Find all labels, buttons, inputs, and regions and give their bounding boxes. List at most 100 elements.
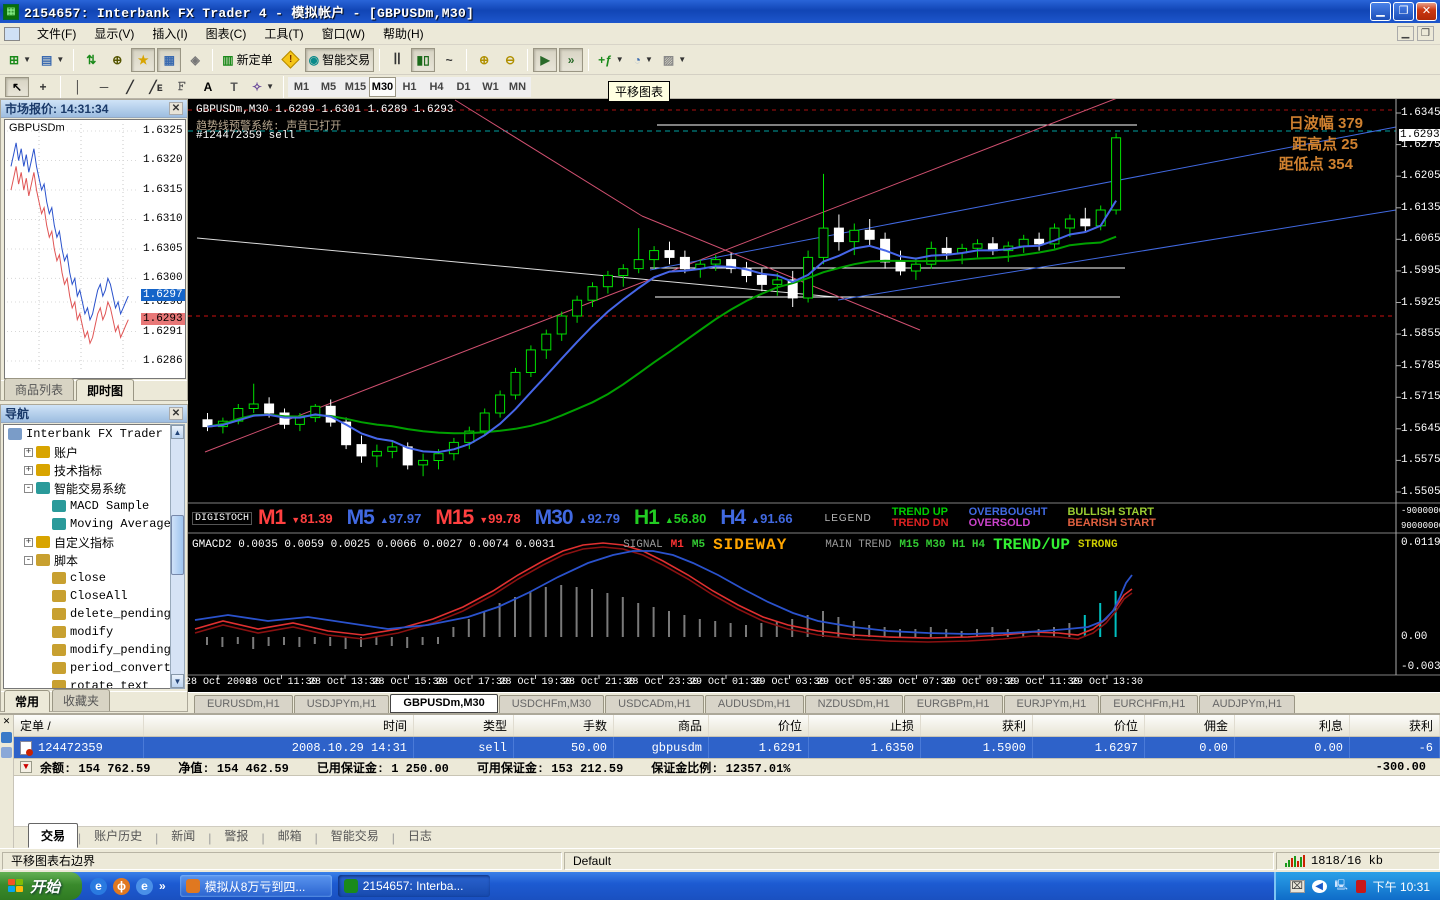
minimize-button[interactable]: ▁: [1370, 2, 1391, 21]
timeframe-m30-button[interactable]: M30: [368, 76, 396, 97]
menu-item-6[interactable]: 帮助(H): [382, 27, 424, 41]
timeframe-h1-button[interactable]: H1: [395, 76, 423, 97]
menu-item-0[interactable]: 文件(F): [37, 27, 77, 41]
terminal-close-icon[interactable]: ✕: [2, 716, 11, 726]
navigator-close-icon[interactable]: ✕: [169, 407, 183, 420]
column-header-6[interactable]: 止损: [809, 715, 921, 736]
horizontal-line-button[interactable]: ─: [92, 77, 116, 97]
timeframe-mn-button[interactable]: MN: [503, 76, 531, 97]
status-profile[interactable]: Default: [564, 851, 1274, 870]
menu-item-4[interactable]: 工具(T): [264, 27, 304, 41]
alert-button[interactable]: !: [279, 48, 303, 72]
timeframe-d1-button[interactable]: D1: [449, 76, 477, 97]
terminal-tab-账户历史[interactable]: 账户历史: [94, 829, 143, 843]
terminal-tab-新闻[interactable]: 新闻: [171, 829, 196, 843]
navigator-item-close[interactable]: close: [4, 569, 172, 587]
timeframe-w1-button[interactable]: W1: [476, 76, 504, 97]
navigator-item-modify[interactable]: modify: [4, 623, 172, 641]
scroll-thumb[interactable]: [171, 515, 184, 575]
restore-button[interactable]: ❐: [1393, 2, 1414, 21]
terminal-grip-icon[interactable]: [1, 732, 12, 743]
expand-icon[interactable]: +: [24, 464, 33, 475]
line-chart-button[interactable]: ~: [437, 48, 461, 72]
timeframe-m15-button[interactable]: M15: [341, 76, 369, 97]
vertical-line-button[interactable]: │: [66, 77, 90, 97]
navigator-item-rotate_text[interactable]: rotate_text: [4, 677, 172, 688]
periods-button[interactable]: ◔ ▼: [630, 48, 657, 72]
firefox-icon[interactable]: ϕ: [113, 877, 131, 895]
bar-chart-button[interactable]: ꟾꟾ: [385, 48, 409, 72]
terminal-tab-交易[interactable]: 交易: [28, 823, 79, 848]
zoom-in-button[interactable]: ⊕: [472, 48, 496, 72]
column-header-9[interactable]: 佣金: [1145, 715, 1235, 736]
chart-tab-eurgbpm-h1[interactable]: EURGBPm,H1: [903, 695, 1003, 713]
column-header-2[interactable]: 类型: [414, 715, 514, 736]
navigator-item-自定义指标[interactable]: + 自定义指标: [4, 533, 172, 551]
scroll-down-icon[interactable]: ▼: [171, 674, 184, 688]
column-header-8[interactable]: 价位: [1033, 715, 1145, 736]
chart-tab-audjpym-h1[interactable]: AUDJPYm,H1: [1199, 695, 1296, 713]
crosshair-button[interactable]: +: [31, 77, 55, 97]
close-button[interactable]: ✕: [1416, 2, 1437, 21]
chart-tab-usdchfm-m30[interactable]: USDCHFm,M30: [498, 695, 605, 713]
ie-icon[interactable]: e: [90, 877, 108, 895]
chart-tab-usdcadm-h1[interactable]: USDCADm,H1: [605, 695, 704, 713]
text-label-button[interactable]: T: [222, 77, 246, 97]
market-watch-tab-即时图[interactable]: 即时图: [76, 379, 135, 401]
chart-tab-nzdusdm-h1[interactable]: NZDUSDm,H1: [804, 695, 903, 713]
channel-button[interactable]: ╱ᴇ: [144, 77, 168, 97]
navigator-item-技术指标[interactable]: + 技术指标: [4, 461, 172, 479]
navigator-item-账户[interactable]: + 账户: [4, 443, 172, 461]
market-watch-button[interactable]: ⇅: [79, 48, 103, 72]
navigator-item-delete_pending[interactable]: delete_pending: [4, 605, 172, 623]
menu-item-3[interactable]: 图表(C): [205, 27, 247, 41]
chart-tab-gbpusdm-m30[interactable]: GBPUSDm,M30: [390, 694, 498, 713]
navigator-item-macd-sample[interactable]: MACD Sample: [4, 497, 172, 515]
collapse-icon[interactable]: -: [24, 482, 33, 493]
task-button-0[interactable]: 模拟从8万亏到四...: [179, 875, 332, 897]
chart-shift-button[interactable]: »: [559, 47, 584, 72]
column-header-7[interactable]: 获利: [921, 715, 1033, 736]
arrows-button[interactable]: ✧ ▼: [248, 77, 278, 97]
chart-tab-audusdm-h1[interactable]: AUDUSDm,H1: [704, 695, 804, 713]
trendline-button[interactable]: ╱: [118, 77, 142, 97]
cursor-button[interactable]: ↖: [5, 76, 29, 97]
expand-icon[interactable]: +: [24, 536, 33, 547]
scroll-up-icon[interactable]: ▲: [171, 425, 184, 439]
menu-item-2[interactable]: 插入(I): [152, 27, 188, 41]
candlestick-button[interactable]: ▮▯: [411, 47, 436, 72]
navigator-item-脚本[interactable]: - 脚本: [4, 551, 172, 569]
templates-button[interactable]: ▨ ▼: [659, 48, 690, 72]
text-button[interactable]: A: [196, 77, 220, 97]
column-header-5[interactable]: 价位: [709, 715, 809, 736]
terminal-tab-警报[interactable]: 警报: [224, 829, 249, 843]
menu-item-1[interactable]: 显示(V): [94, 27, 135, 41]
terminal-button[interactable]: ▦: [157, 47, 182, 72]
navigator-button[interactable]: ★: [131, 47, 156, 72]
network-tray-icon[interactable]: 🖳: [1334, 879, 1348, 891]
strategy-tester-button[interactable]: ◈: [183, 48, 207, 72]
expand-icon[interactable]: +: [24, 446, 33, 457]
chart-window[interactable]: GBPUSDm,M30 1.6299 1.6301 1.6289 1.6293 …: [185, 99, 1440, 692]
market-watch-close-icon[interactable]: ✕: [169, 102, 183, 115]
navigator-item-moving-average[interactable]: Moving Average: [4, 515, 172, 533]
new-chart-button[interactable]: ⊞ ▼: [5, 48, 35, 72]
column-header-1[interactable]: 时间: [144, 715, 414, 736]
menu-item-5[interactable]: 窗口(W): [321, 27, 365, 41]
chart-window-icon[interactable]: [4, 26, 20, 41]
column-header-3[interactable]: 手数: [514, 715, 614, 736]
terminal-tab-智能交易[interactable]: 智能交易: [330, 829, 379, 843]
terminal-tab-邮箱[interactable]: 邮箱: [277, 829, 302, 843]
chart-tab-eurjpym-h1[interactable]: EURJPYm,H1: [1003, 695, 1100, 713]
collapse-icon[interactable]: -: [24, 554, 33, 565]
indicators-button[interactable]: +ƒ ▼: [594, 48, 628, 72]
column-header-11[interactable]: 获利: [1350, 715, 1440, 736]
chart-tab-eurchfm-h1[interactable]: EURCHFm,H1: [1100, 695, 1199, 713]
timeframe-h4-button[interactable]: H4: [422, 76, 450, 97]
alert-tray-icon[interactable]: [1355, 879, 1366, 893]
quick-launch-overflow-icon[interactable]: »: [159, 879, 166, 893]
auto-scroll-button[interactable]: ▶: [533, 47, 558, 72]
child-restore-button[interactable]: ❐: [1417, 26, 1434, 41]
ie2-icon[interactable]: e: [136, 877, 154, 895]
timeframe-m5-button[interactable]: M5: [314, 76, 342, 97]
